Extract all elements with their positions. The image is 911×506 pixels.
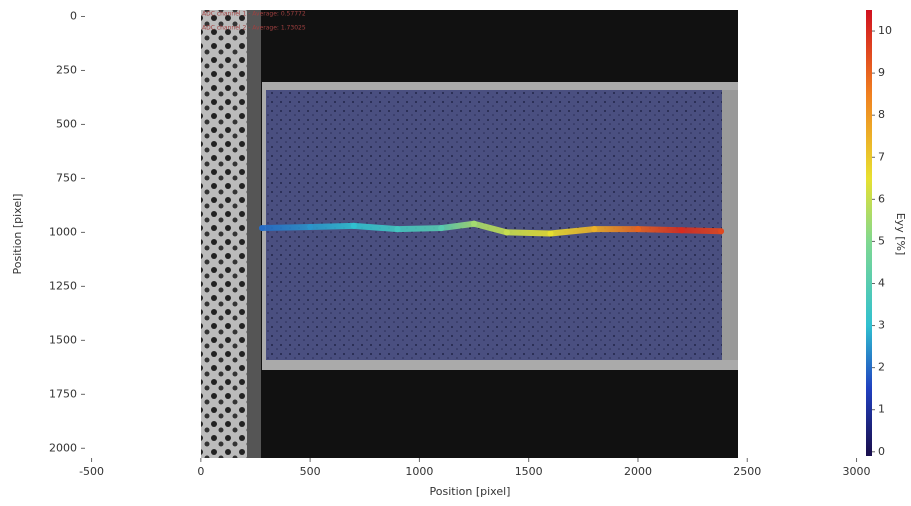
colorbar-tick-label: 4 — [878, 276, 885, 289]
strain-band-segment — [398, 228, 442, 229]
y-tick-label: 1500 — [49, 333, 77, 346]
strain-point — [635, 226, 641, 232]
colorbar-tick-label: 10 — [878, 24, 892, 37]
y-tick-label: 750 — [56, 171, 77, 184]
y-tick-label: 1250 — [49, 279, 77, 292]
x-tick-label: 2500 — [733, 465, 761, 478]
annotation: ADC channel 1 - Average: 0.57772 — [202, 11, 306, 18]
strain-point — [591, 226, 597, 232]
chart: ADC channel 1 - Average: 0.57772 ADC cha… — [0, 0, 911, 502]
x-tick-label: 500 — [300, 465, 321, 478]
annotation: ADC channel 2 - Average: 1.73025 — [202, 25, 306, 32]
colorbar-tick-label: 1 — [878, 403, 885, 416]
strain-point — [395, 226, 401, 232]
y-tick-label: 1750 — [49, 387, 77, 400]
y-tick-label: 500 — [56, 117, 77, 130]
colorbar-tick-label: 8 — [878, 108, 885, 121]
strain-point — [438, 225, 444, 231]
strain-band-segment — [262, 227, 310, 228]
colorbar-tick-label: 9 — [878, 66, 885, 79]
x-tick-label: -500 — [79, 465, 104, 478]
y-axis-label: Position [pixel] — [11, 194, 24, 275]
colorbar-tick-label: 3 — [878, 319, 885, 332]
strain-point — [718, 228, 724, 234]
y-tick-label: 2000 — [49, 441, 77, 454]
y-tick-label: 0 — [70, 9, 77, 22]
strain-band-segment — [682, 230, 721, 231]
x-tick-label: 1000 — [405, 465, 433, 478]
strain-band-segment — [507, 232, 551, 233]
x-tick-label: 2000 — [624, 465, 652, 478]
strain-point — [259, 225, 265, 231]
colorbar-tick-label: 6 — [878, 192, 885, 205]
strain-point — [307, 224, 313, 230]
strain-point — [679, 227, 685, 233]
strain-band-segment — [638, 229, 682, 230]
x-tick-label: 3000 — [843, 465, 871, 478]
colorbar-tick-label: 5 — [878, 234, 885, 247]
strain-point — [351, 223, 357, 229]
colorbar-tick-label: 2 — [878, 361, 885, 374]
x-tick-label: 0 — [197, 465, 204, 478]
colorbar-tick-label: 0 — [878, 445, 885, 458]
strain-point — [504, 229, 510, 235]
strain-point — [548, 230, 554, 236]
colorbar-label: Eyy [%] — [894, 213, 907, 256]
x-tick-label: 1500 — [515, 465, 543, 478]
strain-band-segment — [310, 226, 354, 227]
colorbar — [866, 10, 872, 456]
strain-band-segment — [441, 224, 474, 228]
strain-point — [471, 221, 477, 227]
colorbar-tick-label: 7 — [878, 150, 885, 163]
image-background — [201, 10, 738, 458]
x-axis-label: Position [pixel] — [430, 485, 511, 498]
y-tick-label: 250 — [56, 63, 77, 76]
strain-band-segment — [354, 226, 398, 229]
y-tick-label: 1000 — [49, 225, 77, 238]
